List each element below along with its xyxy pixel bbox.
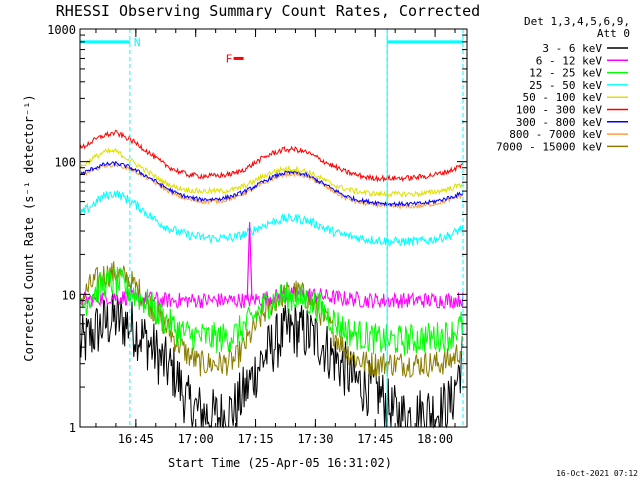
- x-tick-label: 17:30: [297, 432, 333, 446]
- x-axis-label: Start Time (25-Apr-05 16:31:02): [168, 456, 392, 470]
- series-line-3-6-kev: [79, 292, 464, 429]
- series-line-100-300-kev: [79, 129, 464, 183]
- y-tick-label: 10: [62, 288, 76, 302]
- series-line-7000-15000-kev: [79, 261, 464, 379]
- annotation-layer: NF: [80, 29, 464, 427]
- annotation-label-f: F: [226, 52, 233, 65]
- legend-label-50-100-kev: 50 - 100 keV: [523, 91, 603, 104]
- detector-info: Det 1,3,4,5,6,9, Att 0: [524, 15, 630, 40]
- legend-label-300-800-kev: 300 - 800 keV: [516, 116, 602, 129]
- legend-label-12-25-kev: 12 - 25 keV: [529, 67, 602, 80]
- series-line-6-12-kev: [79, 286, 464, 310]
- detector-info-line-1: Det 1,3,4,5,6,9,: [524, 15, 630, 28]
- annotation-bar-2: [233, 56, 244, 60]
- x-axis-ticks: 16:45 17:00 17:15 17:30 17:45 18:00: [95, 29, 456, 446]
- plot-area: NF 16:45 17:00 17:15 17:30 17:45 18:00 110100…: [47, 23, 468, 446]
- annotation-bar-1: [387, 40, 464, 44]
- y-tick-label: 100: [54, 156, 76, 170]
- y-tick-label: 1: [69, 421, 76, 435]
- footer-timestamp: 16-Oct-2021 07:12: [556, 469, 638, 478]
- flare-spike: [246, 222, 253, 301]
- legend-label-25-50-kev: 25 - 50 keV: [529, 79, 602, 92]
- x-tick-label: 17:45: [357, 432, 393, 446]
- series-layer: [79, 129, 464, 429]
- x-tick-label: 16:45: [118, 432, 154, 446]
- detector-info-line-2: Att 0: [597, 27, 630, 40]
- annotation-bar-0: [80, 40, 130, 44]
- y-axis-label: Corrected Count Rate (s⁻¹ detector⁻¹): [22, 94, 36, 361]
- legend-label-800-7000-kev: 800 - 7000 keV: [509, 128, 602, 141]
- y-tick-label: 1000: [47, 23, 76, 37]
- x-tick-label: 17:00: [178, 432, 214, 446]
- plot-frame: [79, 28, 468, 428]
- y-axis-ticks: 1 10 100 1000: [47, 23, 467, 435]
- legend-label-3-6-kev: 3 - 6 keV: [542, 42, 602, 55]
- series-line-12-25-kev: [79, 266, 464, 356]
- x-tick-label: 17:15: [237, 432, 273, 446]
- series-line-50-100-kev: [79, 147, 464, 198]
- series-line-25-50-kev: [79, 190, 464, 247]
- legend-label-100-300-kev: 100 - 300 keV: [516, 104, 602, 117]
- legend-label-7000-15000-kev: 7000 - 15000 keV: [496, 140, 602, 153]
- annotation-label-n: N: [134, 36, 141, 49]
- x-tick-label: 18:00: [417, 432, 453, 446]
- series-line-300-800-kev: [79, 161, 464, 208]
- legend-label-6-12-kev: 6 - 12 keV: [536, 54, 603, 67]
- chart-title: RHESSI Observing Summary Count Rates, Co…: [56, 2, 480, 20]
